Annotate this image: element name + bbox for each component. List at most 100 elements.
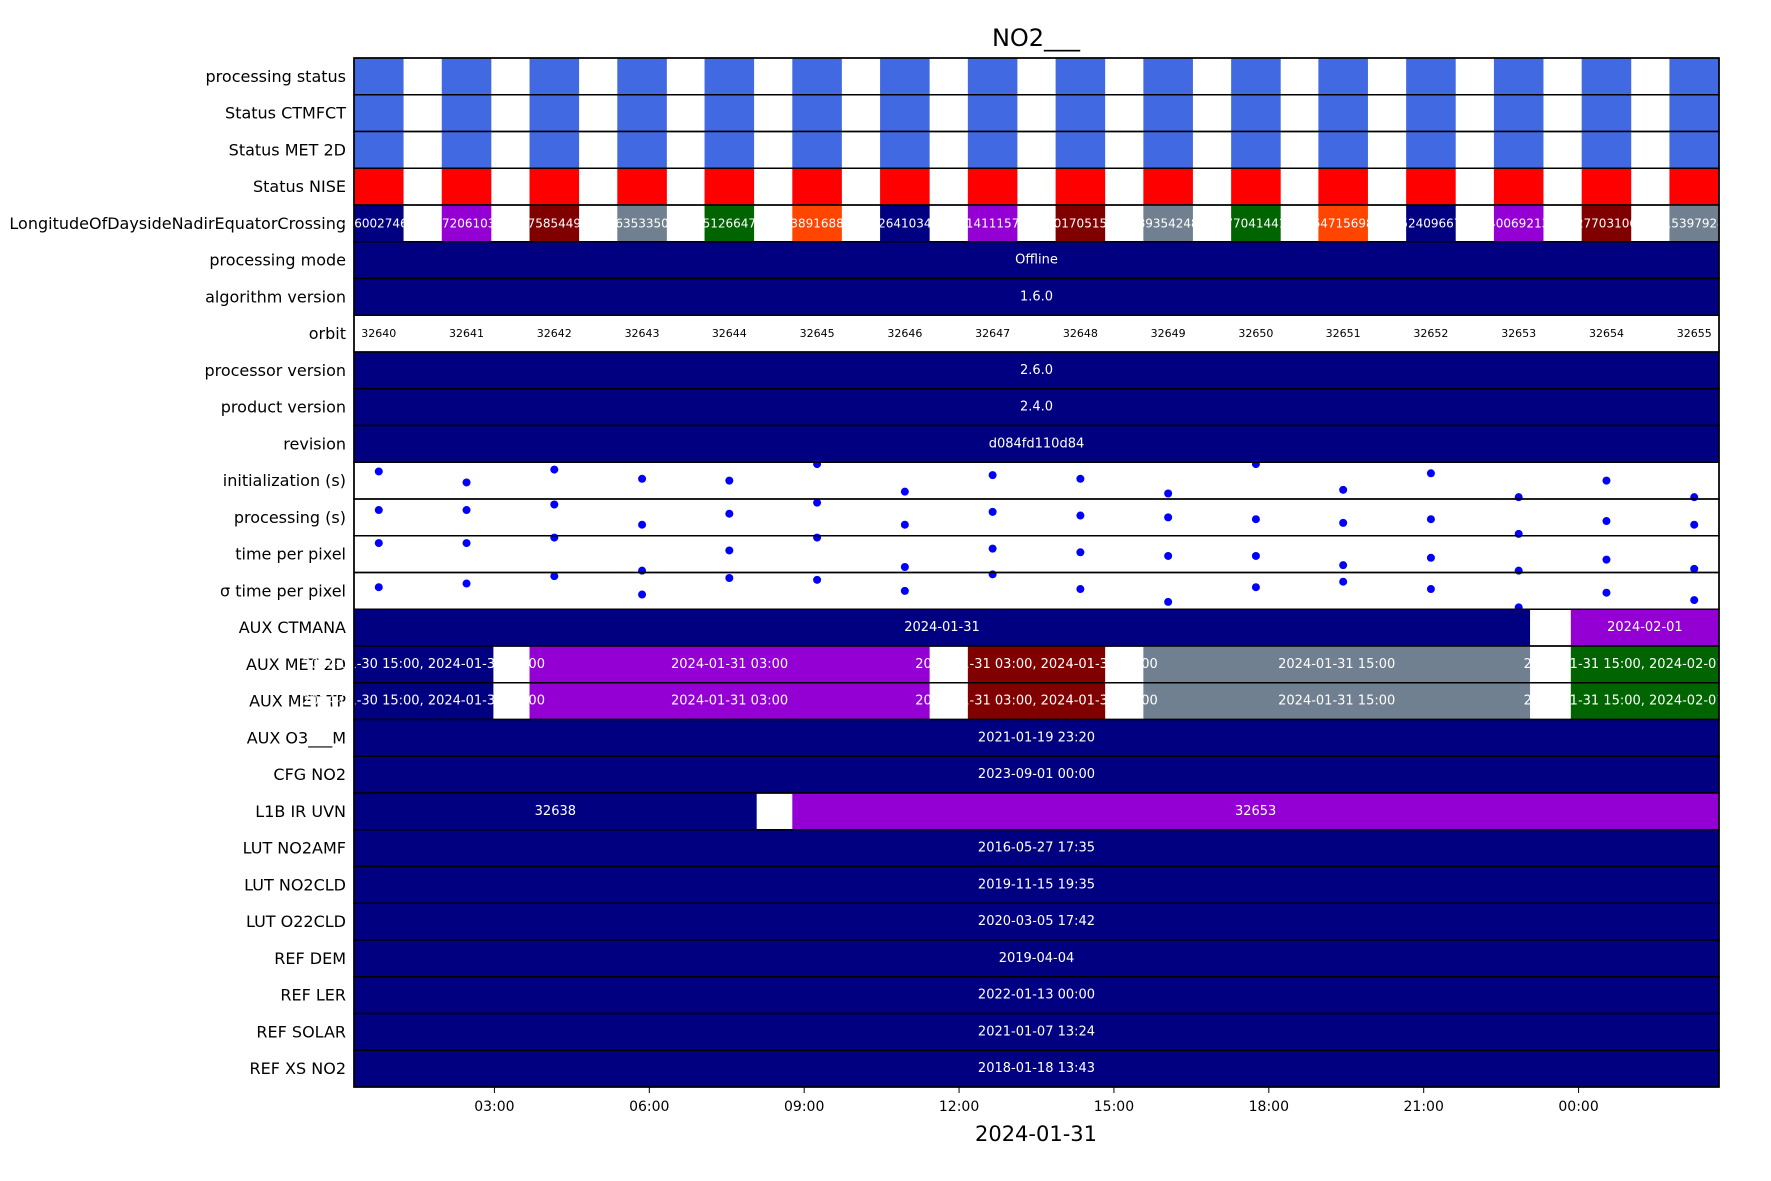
span-bar-cfg-no2 [354, 756, 1719, 793]
orbit-block-longitudeofdaysidenadirequatorcrossing [1493, 205, 1544, 242]
orbit-block-processing-status [1581, 58, 1632, 95]
scatter-point-processing-s [1164, 513, 1173, 522]
orbit-block-status-met-2d [1581, 131, 1632, 169]
orbit-block-longitudeofdaysidenadirequatorcrossing [617, 205, 667, 242]
scatter-point-time-per-pixel [1076, 585, 1085, 594]
orbit-block-status-ctmfct [1493, 94, 1544, 132]
span-label-processing-mode: Offline [1015, 253, 1058, 268]
scatter-point-time-per-pixel [374, 539, 383, 548]
span-bar-processing-mode [354, 241, 1719, 279]
orbit-block-longitudeofdaysidenadirequatorcrossing [967, 205, 1018, 242]
orbit-block-status-met-2d [1493, 131, 1544, 169]
scatter-point-initialization-s [988, 471, 997, 480]
orbit-value-label: 114111578 [958, 216, 1027, 230]
orbit-block-status-met-2d [617, 131, 667, 169]
span-label-product-version: 2.4.0 [1020, 400, 1053, 415]
orbit-block-processing-status [1493, 58, 1544, 95]
span-label-algorithm-version: 1.6.0 [1020, 289, 1053, 304]
row-label-status-nise: Status NISE [253, 177, 346, 196]
orbit-block-status-nise [617, 168, 667, 205]
span-label-aux-met-tp: 2024-01-30 15:00, 2024-01-31 03:00 [302, 694, 545, 709]
orbit-block-processing-status [792, 58, 842, 95]
scatter-point-time-per-pixel [550, 572, 559, 581]
scatter-point-processing-s [374, 506, 383, 515]
orbit-block-status-nise [880, 168, 930, 205]
scatter-point-time-per-pixel [900, 562, 909, 571]
orbit-block-status-nise [967, 168, 1018, 205]
scatter-point-time-per-pixel [1251, 583, 1260, 592]
orbit-block-status-ctmfct [529, 94, 580, 132]
span-bar-aux-met-2d [1143, 646, 1531, 683]
orbit-value-label: 40069213 [1488, 216, 1549, 230]
orbit-block-status-ctmfct [441, 94, 492, 132]
row-label-status-met-2d: Status MET 2D [229, 140, 346, 159]
orbit-number: 32651 [1326, 327, 1361, 340]
scatter-point-time-per-pixel [638, 566, 647, 575]
scatter-point-initialization-s [462, 478, 471, 487]
span-bar-aux-met-2d [529, 646, 930, 683]
orbit-block-status-ctmfct [1318, 94, 1368, 132]
row-label-lut-o22cld: LUT O22CLD [246, 912, 346, 931]
span-bar-aux-met-2d [354, 646, 494, 683]
scatter-point-initialization-s [550, 465, 559, 474]
scatter-point-time-per-pixel [1339, 577, 1348, 586]
span-bar-aux-met-tp [1570, 682, 1719, 720]
scatter-point-time-per-pixel [1164, 551, 1173, 560]
scatter-point-time-per-pixel [462, 539, 471, 548]
span-bar-lut-no2cld [354, 866, 1719, 904]
scatter-point-time-per-pixel [1164, 597, 1173, 606]
orbit-block-longitudeofdaysidenadirequatorcrossing [1581, 205, 1632, 242]
span-bar-ref-dem [354, 940, 1719, 977]
scatter-point-initialization-s [1690, 493, 1699, 502]
orbit-value-label: 175854497 [520, 216, 589, 230]
span-label-lut-no2amf: 2016-05-27 17:35 [978, 841, 1095, 856]
orbit-value-label: 126410345 [870, 216, 939, 230]
scatter-point-initialization-s [1164, 489, 1173, 498]
scatter-point-processing-s [1514, 529, 1523, 538]
scatter-point-time-per-pixel [900, 586, 909, 595]
orbit-block-status-ctmfct [1143, 94, 1193, 132]
x-tick-label: 00:00 [1558, 1099, 1598, 1115]
row-label-status-ctmfct: Status CTMFCT [225, 104, 346, 123]
orbit-value-label: 163533508 [608, 216, 677, 230]
chart-title: NO2___ [992, 24, 1081, 52]
scatter-point-processing-s [900, 520, 909, 529]
span-bar-aux-ctmana [354, 609, 1531, 646]
span-label-aux-ctmana: 2024-01-31 [904, 620, 980, 635]
orbit-block-status-ctmfct [880, 94, 930, 132]
x-tick-label: 15:00 [1094, 1099, 1134, 1115]
scatter-point-initialization-s [900, 487, 909, 496]
orbit-block-longitudeofdaysidenadirequatorcrossing [1231, 205, 1281, 242]
orbit-block-status-nise [1493, 168, 1544, 205]
orbit-block-status-met-2d [792, 131, 842, 169]
scatter-point-initialization-s [1339, 485, 1348, 494]
x-axis-label: 2024-01-31 [975, 1122, 1097, 1146]
orbit-number: 32640 [361, 327, 396, 340]
row-label-time-per-pixel: σ time per pixel [220, 581, 346, 600]
orbit-block-status-ctmfct [1231, 94, 1281, 132]
orbit-block-status-met-2d [880, 131, 930, 169]
span-bar-processor-version [354, 352, 1719, 389]
span-label-l1b-ir-uvn: 32638 [535, 804, 576, 819]
span-label-aux-met-2d: 2024-01-31 03:00 [671, 657, 788, 672]
scatter-point-processing-s [1076, 511, 1085, 520]
orbit-block-status-ctmfct [1055, 94, 1106, 132]
span-label-ref-dem: 2019-04-04 [999, 951, 1075, 966]
span-bar-aux-met-tp [1143, 682, 1531, 720]
orbit-number: 32649 [1151, 327, 1186, 340]
scatter-point-processing-s [1426, 515, 1435, 524]
orbit-block-status-nise [1581, 168, 1632, 205]
scatter-point-initialization-s [638, 474, 647, 483]
orbit-block-longitudeofdaysidenadirequatorcrossing [354, 205, 404, 242]
orbit-block-status-nise [1055, 168, 1106, 205]
row-label-product-version: product version [221, 398, 346, 417]
orbit-block-processing-status [880, 58, 930, 95]
plot-frame [353, 57, 1720, 1088]
span-label-processor-version: 2.6.0 [1020, 363, 1053, 378]
span-label-aux-met-2d: 2024-01-30 15:00, 2024-01-31 03:00 [302, 657, 545, 672]
span-label-aux-o3-m: 2021-01-19 23:20 [978, 730, 1095, 745]
orbit-block-processing-status [441, 58, 492, 95]
span-label-ref-solar: 2021-01-07 13:24 [978, 1024, 1095, 1039]
span-label-aux-met-2d: 2024-01-31 15:00 [1278, 657, 1395, 672]
orbit-block-status-met-2d [1318, 131, 1368, 169]
